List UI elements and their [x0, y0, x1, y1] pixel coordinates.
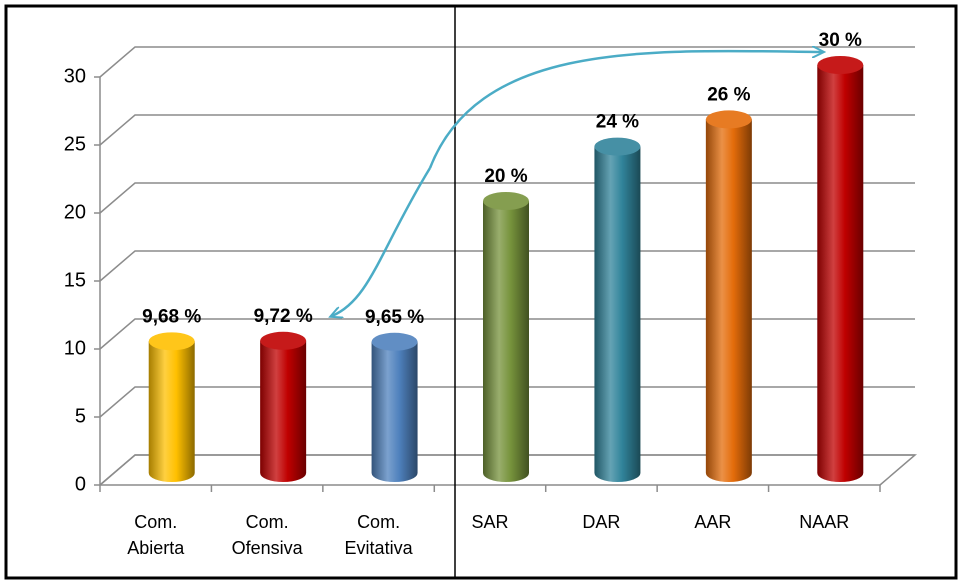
value-label: 9,72 % [254, 306, 313, 327]
x-tick-label: NAAR [799, 512, 849, 532]
value-label: 9,68 % [142, 306, 201, 327]
y-tick-label: 15 [64, 269, 86, 291]
bar-body [148, 341, 195, 482]
grid-line [99, 386, 915, 418]
arrow [428, 51, 822, 169]
x-tick-label: Com. Evitativa [345, 512, 414, 558]
bar-body [594, 146, 641, 482]
grid-line [99, 46, 915, 78]
bar [483, 192, 529, 482]
value-label: 9,65 % [365, 307, 424, 328]
bar-body [260, 340, 307, 482]
bar [594, 137, 641, 482]
grid-line [99, 182, 915, 214]
bar-top [817, 56, 864, 74]
frame [4, 4, 958, 580]
bar-top [371, 332, 418, 351]
bar-top [594, 137, 641, 156]
bar-body [483, 201, 529, 482]
bar [260, 331, 307, 482]
bar-body [705, 119, 752, 483]
value-label: 20 % [484, 166, 527, 187]
value-label: 30 % [819, 30, 862, 51]
y-tick-label: 30 [64, 65, 86, 87]
bar-top [148, 332, 195, 351]
y-tick-label: 20 [64, 201, 86, 223]
bar [817, 56, 864, 482]
x-tick-label: DAR [582, 512, 620, 532]
grid-line [99, 250, 915, 282]
bar [705, 110, 752, 483]
x-tick-label: Com. Abierta [127, 512, 185, 558]
x-tick-label: Com. Ofensiva [232, 512, 304, 558]
y-tick-label: 0 [75, 473, 86, 495]
bar-top [260, 331, 307, 350]
value-label: 26 % [707, 84, 750, 105]
grid-line [99, 318, 915, 350]
grid-line [99, 114, 915, 146]
arrow [332, 167, 432, 316]
value-label: 24 % [596, 112, 639, 133]
x-tick-label: AAR [694, 512, 731, 532]
bar-body [817, 65, 864, 482]
bar-top [483, 192, 529, 210]
bar-body [371, 341, 418, 482]
bar [148, 332, 195, 482]
y-tick-label: 10 [64, 337, 86, 359]
grid-line [99, 454, 915, 486]
x-tick-label: SAR [471, 512, 508, 532]
bar [371, 332, 418, 482]
y-tick-label: 5 [75, 405, 86, 427]
y-tick-label: 25 [64, 133, 86, 155]
bar-top [705, 110, 752, 129]
